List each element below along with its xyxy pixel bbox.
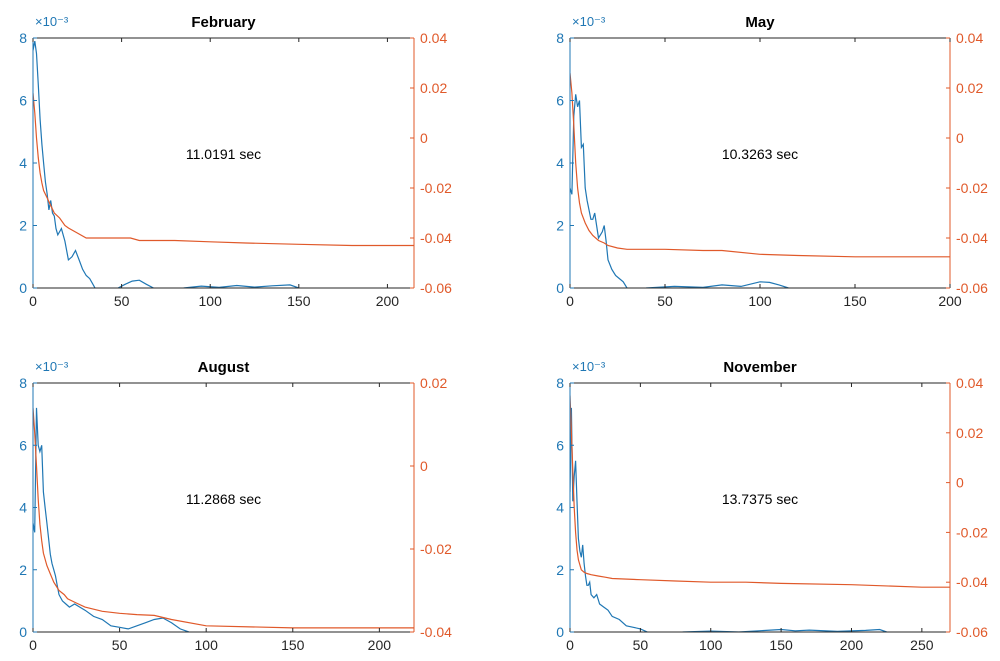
y-left-tick-label: 4 (19, 155, 27, 171)
subplot-title: May (745, 14, 775, 31)
series-line-left-1 (645, 281, 789, 288)
series-line-left-0 (570, 407, 648, 632)
series-line-right-2 (570, 395, 950, 588)
subplot-title: November (723, 359, 797, 376)
y-left-tick-label: 0 (556, 280, 564, 296)
y-right-tick-label: -0.02 (420, 541, 452, 557)
y-right-tick-label: 0.02 (420, 375, 447, 391)
y-left-tick-label: 4 (19, 500, 27, 516)
exponent-label: ×10⁻³ (572, 14, 606, 29)
series-line-right-1 (33, 407, 414, 629)
y-left-tick-label: 8 (19, 375, 27, 391)
y-left-tick-label: 6 (556, 437, 564, 453)
y-right-tick-label: 0.02 (956, 80, 983, 96)
y-left-tick-label: 6 (19, 437, 27, 453)
series-line-left-0 (570, 94, 628, 288)
x-tick-label: 100 (748, 293, 772, 309)
series-line-right-2 (570, 72, 950, 258)
y-left-tick-label: 4 (556, 155, 564, 171)
x-tick-label: 150 (287, 293, 311, 309)
elapsed-time-annotation: 10.3263 sec (722, 146, 798, 162)
y-left-tick-label: 2 (19, 218, 27, 234)
x-tick-label: 100 (199, 293, 223, 309)
y-left-tick-label: 0 (556, 624, 564, 640)
y-left-tick-label: 2 (556, 218, 564, 234)
exponent-label: ×10⁻³ (572, 359, 606, 374)
y-right-tick-label: 0.02 (956, 425, 983, 441)
x-tick-label: 150 (843, 293, 867, 309)
subplot-title: February (191, 14, 256, 31)
x-tick-label: 0 (566, 637, 574, 653)
y-left-tick-label: 8 (556, 30, 564, 46)
x-tick-label: 0 (29, 293, 37, 309)
elapsed-time-annotation: 11.2868 sec (186, 491, 261, 507)
y-left-tick-label: 8 (19, 30, 27, 46)
y-right-tick-label: 0.04 (420, 30, 447, 46)
y-right-tick-label: 0.04 (956, 30, 983, 46)
x-tick-label: 50 (633, 637, 649, 653)
x-tick-label: 50 (112, 637, 128, 653)
y-right-tick-label: -0.02 (956, 524, 988, 540)
y-right-tick-label: -0.06 (956, 280, 988, 296)
x-tick-label: 200 (376, 293, 400, 309)
y-left-tick-label: 6 (19, 93, 27, 109)
x-tick-label: 0 (29, 637, 37, 653)
series-line-left-0 (33, 407, 190, 632)
x-tick-label: 100 (699, 637, 723, 653)
exponent-label: ×10⁻³ (35, 14, 69, 29)
series-line-left-2 (183, 284, 299, 288)
y-right-tick-label: -0.02 (420, 180, 452, 196)
y-right-tick-label: 0 (956, 475, 964, 491)
y-right-tick-label: -0.06 (956, 624, 988, 640)
elapsed-time-annotation: 13.7375 sec (722, 491, 798, 507)
y-right-tick-label: -0.04 (420, 230, 452, 246)
elapsed-time-annotation: 11.0191 sec (186, 146, 261, 162)
x-tick-label: 50 (114, 293, 130, 309)
y-right-tick-label: 0.04 (956, 375, 983, 391)
y-left-tick-label: 0 (19, 624, 27, 640)
y-right-tick-label: -0.04 (956, 230, 988, 246)
subplot-november: 0 50 100 150 200 250 0 2 4 6 8 -0.06 -0.04 -0.02 0 0.02… (556, 359, 988, 653)
y-left-tick-label: 2 (19, 562, 27, 578)
y-left-tick-label: 2 (556, 562, 564, 578)
x-tick-label: 0 (566, 293, 574, 309)
y-right-tick-label: 0 (420, 130, 428, 146)
y-left-tick-label: 6 (556, 93, 564, 109)
subplot-title: August (198, 359, 250, 376)
y-right-tick-label: -0.06 (420, 280, 452, 296)
x-tick-label: 200 (840, 637, 864, 653)
x-tick-label: 200 (938, 293, 962, 309)
y-right-tick-label: 0 (420, 458, 428, 474)
y-right-tick-label: -0.02 (956, 180, 988, 196)
y-right-tick-label: 0 (956, 130, 964, 146)
exponent-label: ×10⁻³ (35, 359, 69, 374)
y-right-tick-label: -0.04 (956, 574, 988, 590)
x-tick-label: 200 (368, 637, 392, 653)
x-tick-label: 250 (910, 637, 934, 653)
series-line-right-3 (33, 92, 414, 247)
series-line-left-1 (117, 279, 154, 288)
y-right-tick-label: 0.02 (420, 80, 447, 96)
x-tick-label: 150 (281, 637, 305, 653)
y-right-tick-label: -0.04 (420, 624, 452, 640)
series-line-left-0 (33, 40, 96, 288)
subplot-february: 0 50 100 150 200 0 2 4 6 8 -0.06 -0.04 -0.02 0 0.02 0.0… (19, 14, 452, 309)
y-left-tick-label: 8 (556, 375, 564, 391)
x-tick-label: 150 (769, 637, 793, 653)
y-left-tick-label: 0 (19, 280, 27, 296)
x-tick-label: 50 (657, 293, 673, 309)
y-left-tick-label: 4 (556, 500, 564, 516)
subplot-august: 0 50 100 150 200 0 2 4 6 8 -0.04 -0.02 0 0.02 ×10⁻³ Aug… (19, 359, 452, 653)
x-tick-label: 100 (195, 637, 219, 653)
subplot-may: 0 50 100 150 200 0 2 4 6 8 -0.06 -0.04 -0.02 0 0.02 0.0… (556, 14, 988, 309)
